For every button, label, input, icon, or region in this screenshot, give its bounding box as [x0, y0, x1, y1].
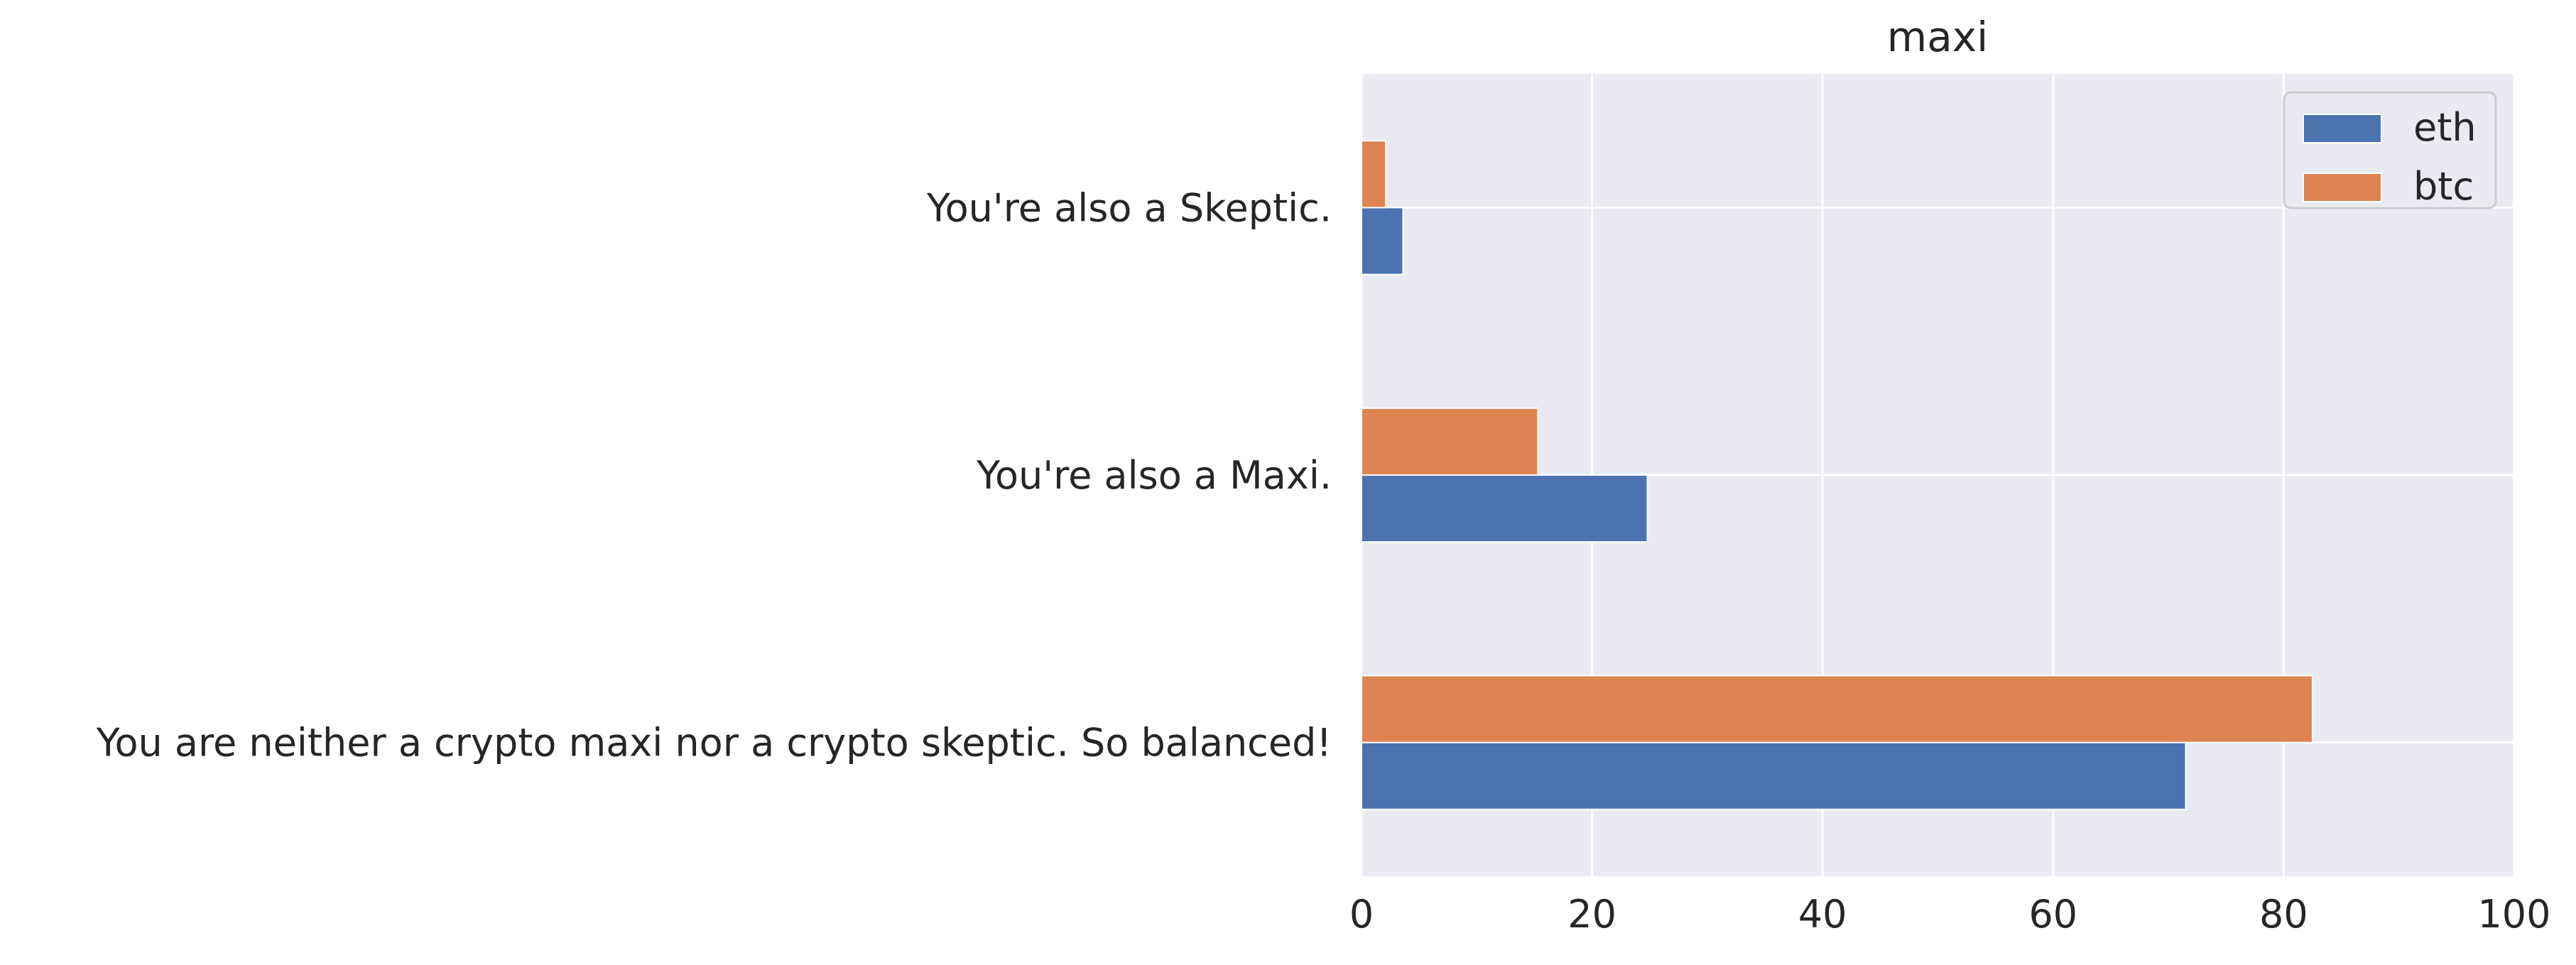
bar-btc: [1361, 675, 2313, 743]
x-tick-label: 80: [2259, 892, 2308, 937]
legend-label-btc: btc: [2413, 164, 2474, 209]
chart-title: maxi: [1887, 13, 1988, 61]
x-tick-labels: 0 20 40 60 80 100: [1349, 892, 2551, 937]
legend-swatch-btc: [2303, 173, 2382, 202]
legend-swatch-eth: [2303, 114, 2382, 143]
bars: [1361, 140, 2313, 810]
x-tick-label: 60: [2028, 892, 2077, 937]
bar-eth: [1361, 474, 1648, 543]
y-tick-label: You're also a Maxi.: [976, 453, 1332, 498]
x-tick-label: 100: [2477, 892, 2550, 937]
bar-eth: [1361, 207, 1404, 276]
legend-label-eth: eth: [2413, 105, 2477, 150]
bar-btc: [1361, 140, 1387, 209]
x-tick-label: 20: [1567, 892, 1616, 937]
x-tick-label: 40: [1798, 892, 1847, 937]
y-tick-label: You are neither a crypto maxi nor a cryp…: [96, 721, 1332, 765]
x-tick-label: 0: [1349, 892, 1374, 937]
y-tick-labels: You are neither a crypto maxi nor a cryp…: [96, 185, 1332, 765]
legend: eth btc: [2283, 91, 2497, 209]
y-tick-label: You're also a Skeptic.: [926, 185, 1332, 230]
bar-btc: [1361, 407, 1539, 476]
bar-eth: [1361, 741, 2187, 810]
